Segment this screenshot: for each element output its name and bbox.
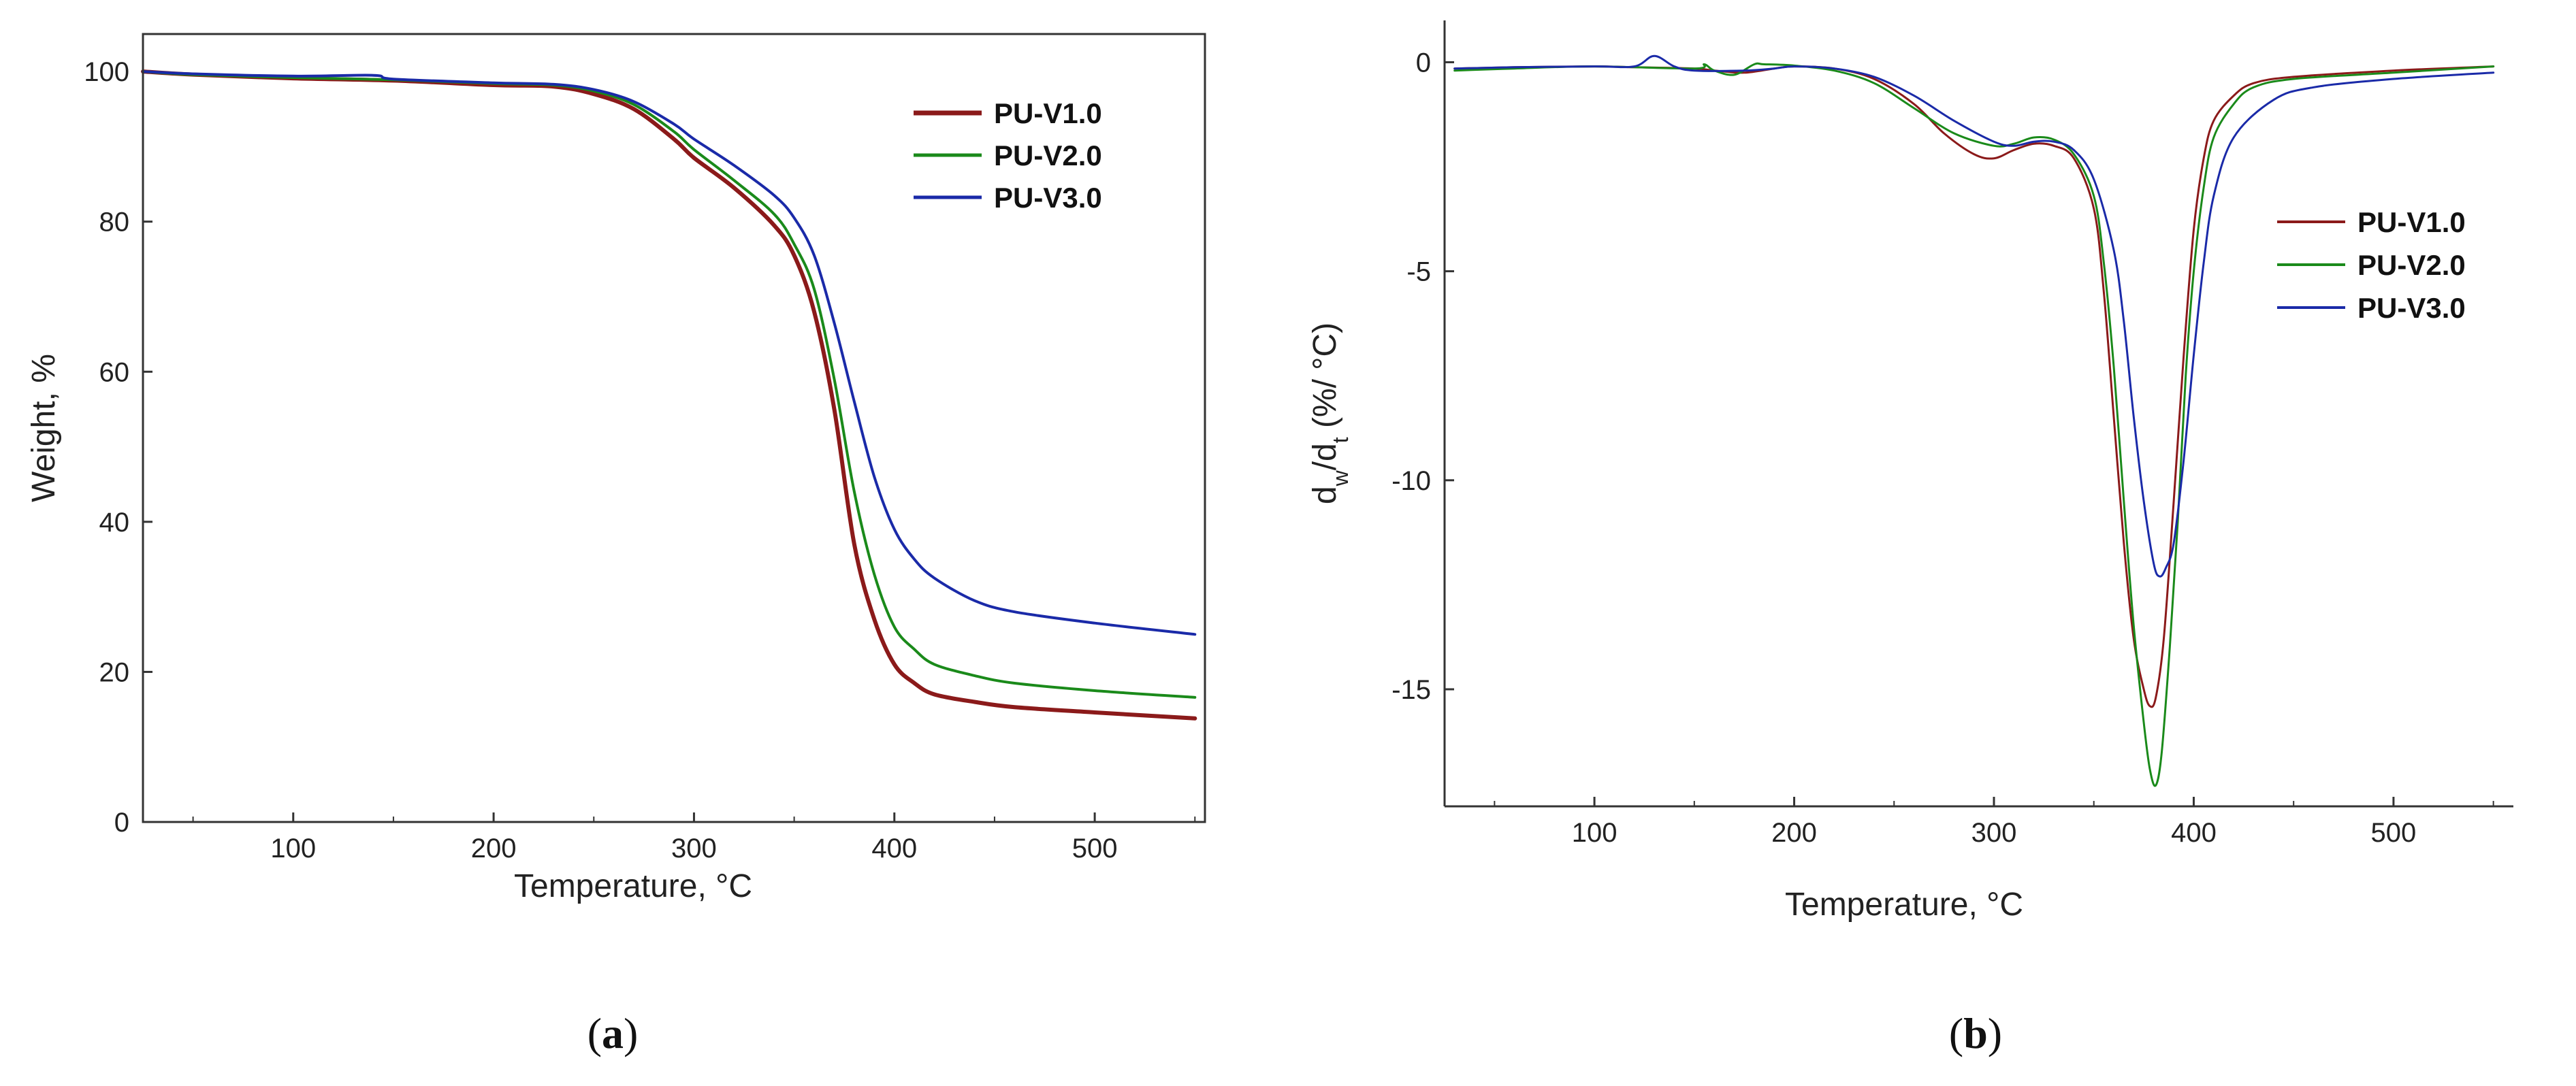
panel-a-plot-area [143, 34, 1205, 822]
a-y-tick-label: 60 [99, 357, 130, 387]
a-x-tick-label: 300 [671, 834, 717, 863]
b-legend-label: PU-V3.0 [2357, 292, 2466, 324]
panel-b-ylabel-unit: (%/ °C) [1307, 323, 1343, 438]
b-x-tick-label: 500 [2371, 818, 2417, 848]
b-legend: PU-V1.0 PU-V2.0 PU-V3.0 [2277, 206, 2466, 324]
b-legend-label: PU-V2.0 [2357, 249, 2466, 281]
a-series-line-pu-v3-0 [142, 70, 1197, 636]
panel-b-caption: (b) [1949, 1009, 2002, 1057]
a-legend: PU-V1.0 PU-V2.0 PU-V3.0 [914, 97, 1102, 214]
panel-a-x-axis-label: Temperature, °C [514, 868, 752, 904]
b-y-tick-label: -5 [1406, 257, 1431, 287]
a-y-tick-label: 40 [99, 508, 130, 538]
a-x-tick-label: 100 [270, 834, 316, 863]
panel-b-ylabel-sub-w: w [1328, 470, 1353, 487]
b-y-tick-label: -10 [1391, 466, 1431, 496]
a-x-tick-label: 500 [1072, 834, 1118, 863]
panel-b-x-axis-label: Temperature, °C [1785, 887, 2023, 923]
b-x-tick-label: 200 [1771, 818, 1817, 848]
a-legend-label: PU-V3.0 [994, 182, 1102, 214]
b-y-tick-label: -15 [1391, 675, 1431, 705]
b-x-tick-label: 400 [2171, 818, 2217, 848]
panel-a-y-axis-label: Weight, % [26, 354, 62, 502]
panel-b-caption-letter: b [1963, 1009, 1988, 1057]
panel-a-axes-frame [142, 33, 1206, 823]
panel-b-axes [1443, 20, 2513, 808]
a-x-tick-label: 400 [871, 834, 917, 863]
b-series-line-pu-v3-0 [1453, 54, 2495, 578]
a-y-tick-label: 80 [99, 208, 130, 237]
panel-b-ylabel-slash: /d [1307, 443, 1343, 470]
panel-b-y-axis-label: dw/dt (%/ °C) [1307, 323, 1353, 504]
a-x-tick-label: 200 [471, 834, 517, 863]
a-y-tick-label: 0 [114, 808, 129, 838]
panel-a-caption-letter: a [602, 1009, 624, 1057]
b-y-tick-label: 0 [1416, 48, 1431, 78]
panel-b-ylabel-sub-t: t [1328, 437, 1353, 443]
panel-a-caption: (a) [587, 1009, 639, 1057]
b-x-tick-label: 100 [1572, 818, 1617, 848]
a-y-tick-label: 100 [84, 57, 129, 87]
a-legend-label: PU-V2.0 [994, 139, 1102, 171]
b-series-line-pu-v2-0 [1453, 62, 2495, 787]
panel-b-plot-area [1445, 20, 2513, 806]
panel-a-chart: 100 200 300 400 500 0 20 40 60 80 100 PU-V1.0 PU-V2… [26, 33, 1206, 904]
b-x-tick-label: 300 [1971, 818, 2017, 848]
a-y-tick-label: 20 [99, 657, 130, 687]
panel-b-ylabel-d: d [1307, 486, 1343, 504]
b-legend-label: PU-V1.0 [2357, 206, 2466, 238]
a-legend-label: PU-V1.0 [994, 97, 1102, 129]
